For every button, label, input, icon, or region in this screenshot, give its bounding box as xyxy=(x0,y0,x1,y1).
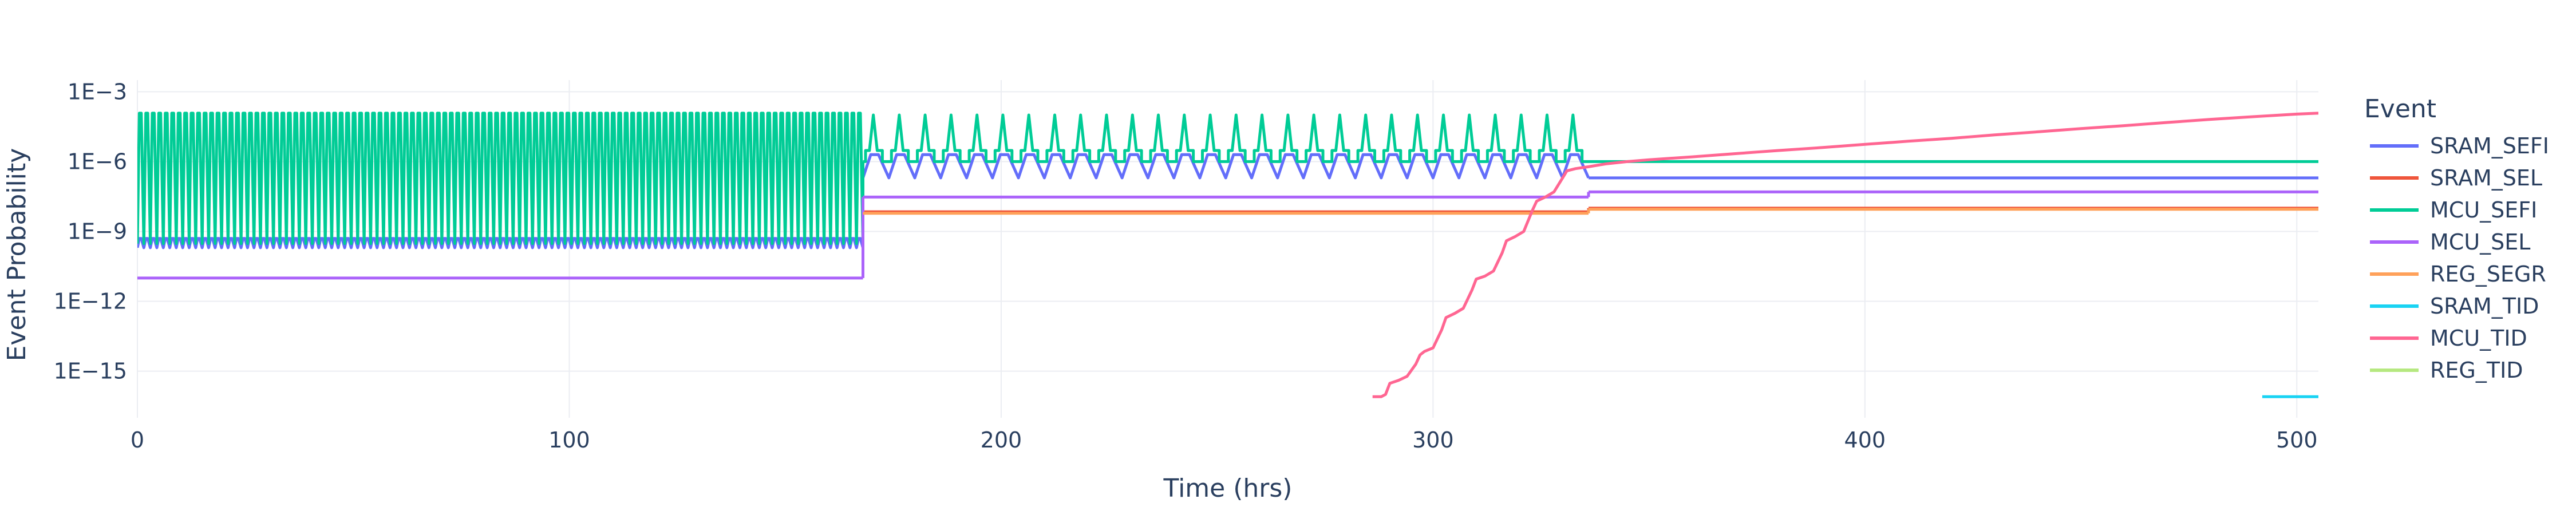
legend-label: SRAM_SEFI xyxy=(2430,133,2549,159)
y-tick-label: 1E−3 xyxy=(68,79,127,104)
legend-label: REG_TID xyxy=(2430,358,2523,383)
legend-label: SRAM_SEL xyxy=(2430,165,2542,191)
legend-item[interactable]: REG_TID xyxy=(2370,358,2523,383)
legend-item[interactable]: SRAM_SEL xyxy=(2370,165,2542,191)
series-mcu-sefi xyxy=(137,112,2318,245)
y-tick-label: 1E−6 xyxy=(68,149,127,174)
series-line xyxy=(1372,112,2318,398)
y-axis-ticks: 1E−3 1E−6 1E−9 1E−12 1E−15 xyxy=(54,79,127,383)
legend-item[interactable]: SRAM_SEFI xyxy=(2370,133,2549,159)
x-tick-label: 0 xyxy=(131,427,144,453)
legend-label: SRAM_TID xyxy=(2430,294,2539,319)
legend-label: MCU_TID xyxy=(2430,326,2527,351)
y-tick-label: 1E−9 xyxy=(68,219,127,244)
x-tick-label: 200 xyxy=(981,427,1022,453)
legend-title: Event xyxy=(2364,94,2436,124)
series-sram-sefi xyxy=(137,153,2318,249)
series-line xyxy=(137,190,2318,280)
legend-label: REG_SEGR xyxy=(2430,262,2546,287)
x-axis-title: Time (hrs) xyxy=(1163,474,1293,503)
y-axis-title: Event Probability xyxy=(2,148,31,362)
series-line xyxy=(863,208,2318,215)
legend-label: MCU_SEL xyxy=(2430,229,2530,255)
series-mcu-tid xyxy=(1372,112,2318,398)
legend-label: MCU_SEFI xyxy=(2430,197,2537,223)
legend-item[interactable]: SRAM_TID xyxy=(2370,294,2539,319)
grid xyxy=(137,80,2318,418)
series-line xyxy=(137,153,2318,249)
series-mcu-sel xyxy=(137,190,2318,280)
x-axis-ticks: 0 100 200 300 400 500 xyxy=(131,427,2318,453)
legend: Event SRAM_SEFI SRAM_SEL MCU_SEFI MCU_SEL RE… xyxy=(2364,94,2549,383)
series-reg-segr xyxy=(863,208,2318,215)
x-tick-label: 500 xyxy=(2276,427,2318,453)
x-tick-label: 400 xyxy=(1844,427,1886,453)
x-tick-label: 100 xyxy=(548,427,590,453)
series-line xyxy=(137,112,2318,245)
legend-item[interactable]: MCU_SEFI xyxy=(2370,197,2537,223)
y-tick-label: 1E−15 xyxy=(54,359,127,384)
legend-item[interactable]: MCU_SEL xyxy=(2370,229,2530,255)
x-tick-label: 300 xyxy=(1412,427,1454,453)
legend-item[interactable]: MCU_TID xyxy=(2370,326,2527,351)
series-layer xyxy=(137,112,2318,398)
y-tick-label: 1E−12 xyxy=(54,289,127,314)
legend-item[interactable]: REG_SEGR xyxy=(2370,262,2546,287)
